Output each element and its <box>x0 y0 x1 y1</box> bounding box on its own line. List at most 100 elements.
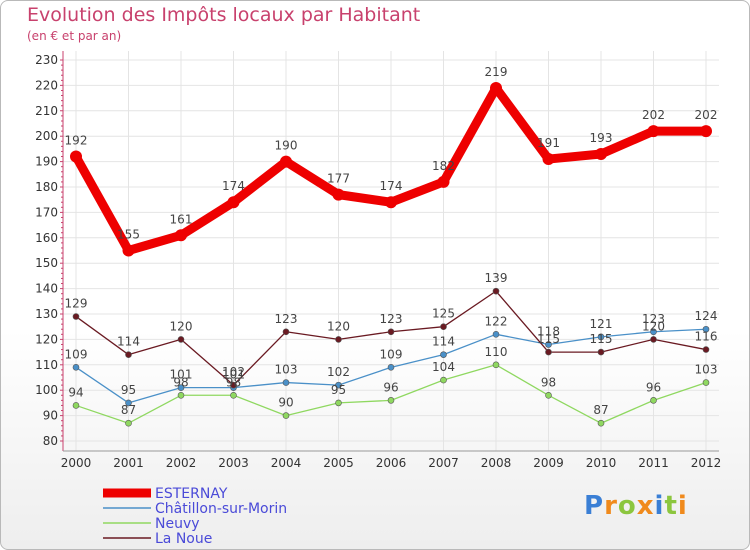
data-label: 161 <box>170 212 193 226</box>
y-tick-label: 150 <box>35 256 58 270</box>
data-label: 191 <box>537 136 560 150</box>
data-label: 116 <box>695 330 718 344</box>
series-point <box>125 419 132 427</box>
series-point <box>492 331 500 338</box>
series-point <box>545 341 552 348</box>
logo-letter: i <box>654 491 665 521</box>
legend-label: ESTERNAY <box>155 486 228 502</box>
x-tick-label: 2010 <box>586 456 617 470</box>
data-label: 123 <box>642 312 665 326</box>
x-tick-label: 2001 <box>113 456 144 470</box>
data-label: 101 <box>222 368 245 382</box>
axes: 8090100110120130140150160170180190200210… <box>35 51 721 470</box>
data-label: 202 <box>695 108 718 122</box>
x-tick-label: 2007 <box>428 456 459 470</box>
y-tick-label: 80 <box>43 434 58 448</box>
y-tick-label: 180 <box>35 180 58 194</box>
data-label: 96 <box>646 380 661 394</box>
data-label: 125 <box>432 307 455 321</box>
series-point <box>542 153 555 166</box>
series-point <box>440 323 447 331</box>
y-tick-label: 140 <box>35 282 58 296</box>
series-point <box>492 287 500 295</box>
data-label: 109 <box>380 347 403 361</box>
series-point <box>227 196 240 209</box>
data-label: 90 <box>278 396 293 410</box>
x-tick-label: 2008 <box>481 456 512 470</box>
x-tick-label: 2003 <box>218 456 249 470</box>
chart-subtitle: (en € et par an) <box>27 29 122 43</box>
series-point <box>702 379 710 386</box>
data-label: 120 <box>642 319 665 333</box>
series-point <box>72 364 80 371</box>
series-point <box>545 391 552 399</box>
series-point <box>72 313 80 320</box>
y-tick-label: 200 <box>35 129 58 143</box>
data-label: 174 <box>380 179 403 193</box>
data-label: 123 <box>275 312 298 326</box>
series-point <box>700 125 712 138</box>
logo-letter: o <box>617 491 637 521</box>
series-point <box>650 397 657 404</box>
series-lines <box>70 81 712 427</box>
data-label: 102 <box>222 365 245 379</box>
data-label: 123 <box>380 312 403 326</box>
y-tick-label: 230 <box>35 53 58 67</box>
legend-label: Châtillon-sur-Morin <box>155 501 287 517</box>
series-point <box>177 336 185 343</box>
data-label: 103 <box>695 363 718 377</box>
series-point <box>335 381 342 389</box>
series-point <box>332 188 345 201</box>
series-point <box>492 361 500 369</box>
data-label: 98 <box>226 375 241 389</box>
series-point <box>72 402 80 409</box>
x-tick-label: 2009 <box>533 456 564 470</box>
logo-letter: i <box>677 491 688 521</box>
logo-letter: x <box>636 491 655 521</box>
x-tick-label: 2004 <box>271 456 302 470</box>
x-tick-label: 2005 <box>323 456 354 470</box>
y-tick-label: 160 <box>35 231 58 245</box>
data-label: 104 <box>432 360 455 374</box>
data-label: 94 <box>68 385 83 399</box>
data-label: 124 <box>695 309 718 323</box>
legend-label: Neuvy <box>155 516 200 532</box>
data-label: 87 <box>593 403 608 417</box>
logo-letter: t <box>664 491 678 521</box>
series-point <box>597 348 605 356</box>
data-label: 101 <box>170 368 193 382</box>
series-point <box>177 384 185 391</box>
y-tick-label: 170 <box>35 205 58 219</box>
data-label: 103 <box>275 363 298 377</box>
data-label: 115 <box>590 332 613 346</box>
y-tick-label: 190 <box>35 155 58 169</box>
series-point <box>335 399 342 407</box>
series-point <box>440 376 447 384</box>
series-point <box>597 419 605 427</box>
data-label: 202 <box>642 108 665 122</box>
data-label: 155 <box>117 228 140 242</box>
data-label: 139 <box>485 271 508 285</box>
data-label: 174 <box>222 179 245 193</box>
series-point <box>702 325 710 333</box>
data-label: 120 <box>170 319 193 333</box>
data-label: 115 <box>537 332 560 346</box>
data-label: 102 <box>327 365 350 379</box>
series-point <box>125 399 132 407</box>
series-point <box>122 244 135 257</box>
series-point <box>230 381 237 389</box>
y-tick-label: 100 <box>35 383 58 397</box>
series-point <box>595 147 607 160</box>
y-tick-label: 130 <box>35 307 58 321</box>
data-label: 177 <box>327 172 350 186</box>
data-label: 114 <box>432 335 455 349</box>
series-point <box>650 328 657 336</box>
series-point <box>282 412 290 419</box>
data-label: 182 <box>432 159 455 173</box>
series-point <box>647 125 660 138</box>
x-tick-label: 2012 <box>691 456 722 470</box>
series-point <box>702 346 710 353</box>
series-point <box>597 333 605 341</box>
